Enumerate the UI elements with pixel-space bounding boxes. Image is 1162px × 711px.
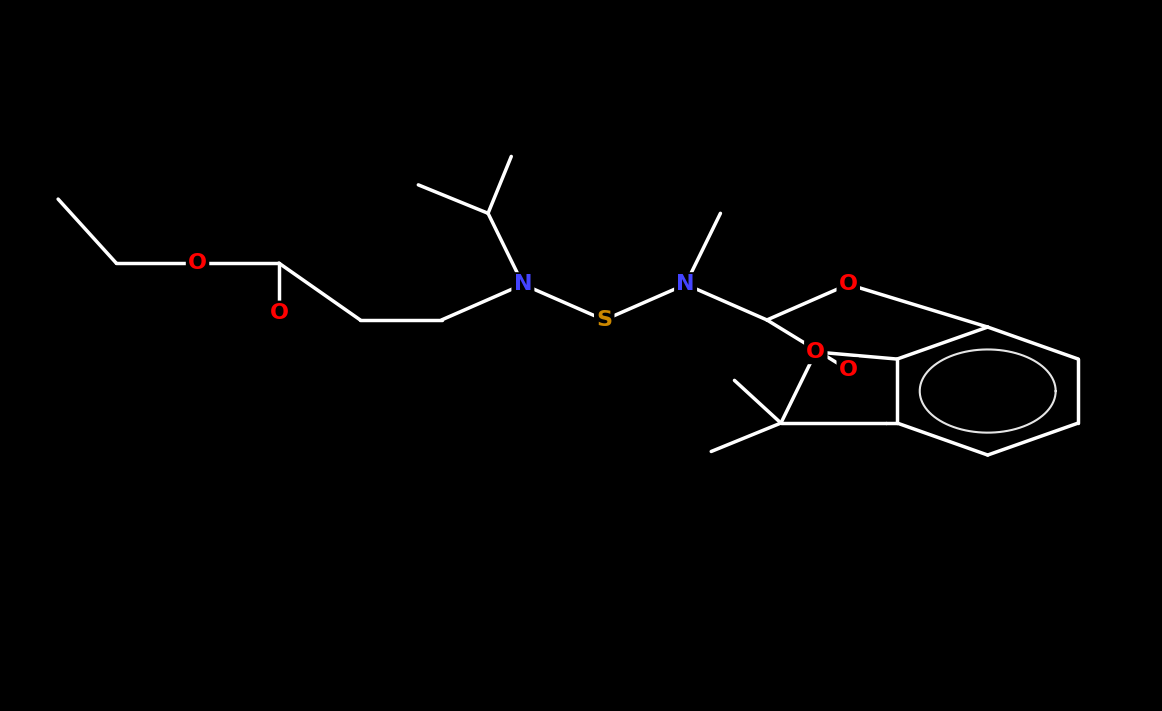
Text: O: O	[188, 253, 207, 273]
Text: S: S	[596, 310, 612, 330]
Text: N: N	[676, 274, 695, 294]
Text: O: O	[839, 274, 858, 294]
Text: O: O	[270, 303, 288, 323]
Text: O: O	[806, 342, 825, 362]
Text: O: O	[839, 360, 858, 380]
Text: N: N	[514, 274, 532, 294]
